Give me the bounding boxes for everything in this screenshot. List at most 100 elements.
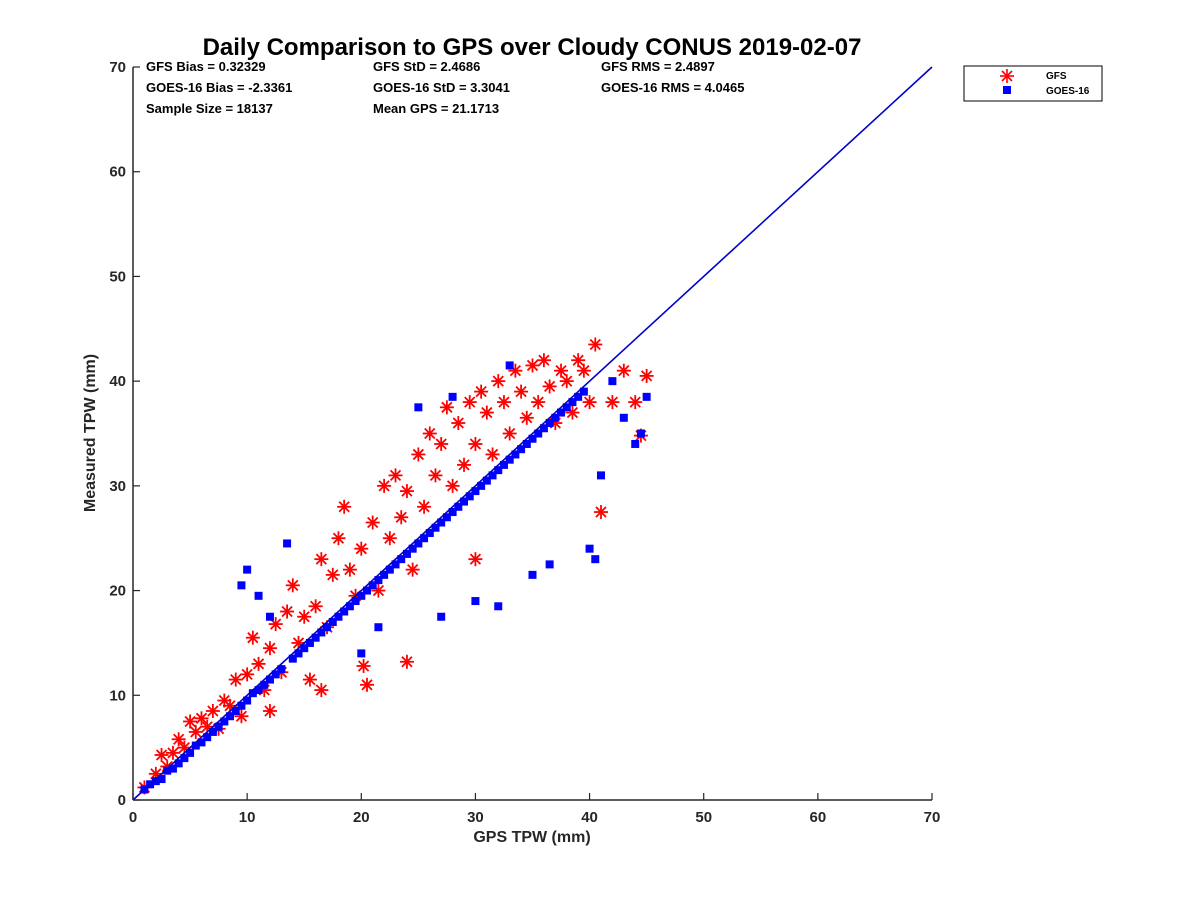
legend: GFS GOES-16 bbox=[963, 65, 1103, 102]
goes16-point bbox=[511, 450, 520, 459]
gfs-point bbox=[262, 703, 277, 718]
gfs-point bbox=[382, 531, 397, 546]
goes16-point bbox=[351, 597, 360, 606]
goes16-point bbox=[562, 403, 571, 412]
gfs-point bbox=[331, 531, 346, 546]
goes16-point bbox=[174, 759, 183, 768]
goes16-point bbox=[391, 560, 400, 569]
x-tick-label: 70 bbox=[924, 809, 941, 826]
goes16-point bbox=[340, 607, 349, 616]
gfs-point bbox=[240, 667, 255, 682]
goes16-point bbox=[522, 439, 531, 448]
goes16-point bbox=[260, 680, 269, 689]
gfs-point bbox=[422, 426, 437, 441]
goes16-point bbox=[163, 766, 172, 775]
stat-mean-gps: Mean GPS = 21.1713 bbox=[373, 101, 499, 116]
goes16-point bbox=[357, 591, 366, 600]
gfs-point bbox=[377, 478, 392, 493]
gfs-point bbox=[245, 630, 260, 645]
legend-goes-label: GOES-16 bbox=[1046, 86, 1090, 97]
gfs-point bbox=[388, 468, 403, 483]
goes16-point bbox=[636, 429, 645, 438]
gfs-point bbox=[434, 436, 449, 451]
goes16-point bbox=[557, 408, 566, 417]
gfs-point bbox=[337, 499, 352, 514]
goes16-point bbox=[311, 633, 320, 642]
stat-sample-size: Sample Size = 18137 bbox=[146, 101, 273, 116]
goes16-point bbox=[494, 466, 503, 475]
goes16-point bbox=[374, 623, 383, 632]
gfs-point bbox=[342, 562, 357, 577]
gfs-point bbox=[628, 395, 643, 410]
gfs-point bbox=[205, 703, 220, 718]
gfs-point bbox=[605, 395, 620, 410]
gfs-point bbox=[194, 711, 209, 726]
gfs-point bbox=[228, 672, 243, 687]
goes16-point bbox=[248, 689, 257, 698]
goes16-point bbox=[294, 649, 303, 658]
goes16-point bbox=[151, 777, 160, 786]
gfs-point bbox=[285, 578, 300, 593]
goes16-point bbox=[402, 549, 411, 558]
gfs-point bbox=[188, 724, 203, 739]
goes16-point bbox=[265, 612, 274, 621]
goes16-point bbox=[585, 544, 594, 553]
x-tick-label: 40 bbox=[581, 809, 598, 826]
goes16-point bbox=[505, 455, 514, 464]
y-tick-label: 10 bbox=[109, 687, 126, 704]
goes16-point bbox=[186, 748, 195, 757]
gfs-point bbox=[457, 457, 472, 472]
goes16-point bbox=[288, 654, 297, 663]
y-tick-label: 50 bbox=[109, 268, 126, 285]
goes16-point bbox=[448, 392, 457, 401]
goes16-point bbox=[505, 361, 514, 370]
goes16-point bbox=[465, 492, 474, 501]
gfs-point bbox=[428, 468, 443, 483]
goes16-point bbox=[420, 534, 429, 543]
gfs-point bbox=[439, 400, 454, 415]
legend-gfs-marker bbox=[1000, 69, 1014, 83]
goes16-point bbox=[385, 565, 394, 574]
goes16-point bbox=[191, 741, 200, 750]
gfs-point bbox=[485, 447, 500, 462]
goes16-point bbox=[539, 424, 548, 433]
goes16-point bbox=[408, 544, 417, 553]
y-tick-label: 20 bbox=[109, 583, 126, 600]
goes16-point bbox=[494, 602, 503, 611]
gfs-point bbox=[542, 379, 557, 394]
goes16-point bbox=[180, 754, 189, 763]
gfs-point bbox=[576, 363, 591, 378]
goes16-point bbox=[460, 497, 469, 506]
goes16-point bbox=[437, 518, 446, 527]
gfs-point bbox=[314, 552, 329, 567]
x-tick-label: 50 bbox=[695, 809, 712, 826]
gfs-point bbox=[554, 363, 569, 378]
gfs-point bbox=[399, 484, 414, 499]
gfs-point bbox=[251, 656, 266, 671]
x-ticks: 0 10 20 30 40 50 60 70 bbox=[129, 793, 941, 826]
goes16-point bbox=[220, 717, 229, 726]
gfs-point bbox=[588, 337, 603, 352]
goes16-point bbox=[431, 523, 440, 532]
stat-goes-std: GOES-16 StD = 3.3041 bbox=[373, 80, 510, 95]
stat-gfs-rms: GFS RMS = 2.4897 bbox=[601, 59, 715, 74]
gfs-point bbox=[571, 353, 586, 368]
y-ticks: 0 10 20 30 40 50 60 70 bbox=[109, 59, 140, 809]
goes16-point bbox=[534, 429, 543, 438]
goes16-point bbox=[237, 581, 246, 590]
gfs-point bbox=[514, 384, 529, 399]
legend-gfs-label: GFS bbox=[1046, 71, 1067, 82]
goes16-point bbox=[323, 623, 332, 632]
goes16-point bbox=[528, 570, 537, 579]
gfs-point bbox=[468, 552, 483, 567]
gfs-point bbox=[479, 405, 494, 420]
goes16-point bbox=[517, 445, 526, 454]
gfs-point bbox=[399, 654, 414, 669]
gfs-point bbox=[496, 395, 511, 410]
goes16-point bbox=[574, 392, 583, 401]
gfs-point bbox=[417, 499, 432, 514]
x-axis-label: GPS TPW (mm) bbox=[473, 829, 590, 846]
gfs-point bbox=[405, 562, 420, 577]
goes16-point bbox=[448, 508, 457, 517]
gfs-point bbox=[171, 732, 186, 747]
